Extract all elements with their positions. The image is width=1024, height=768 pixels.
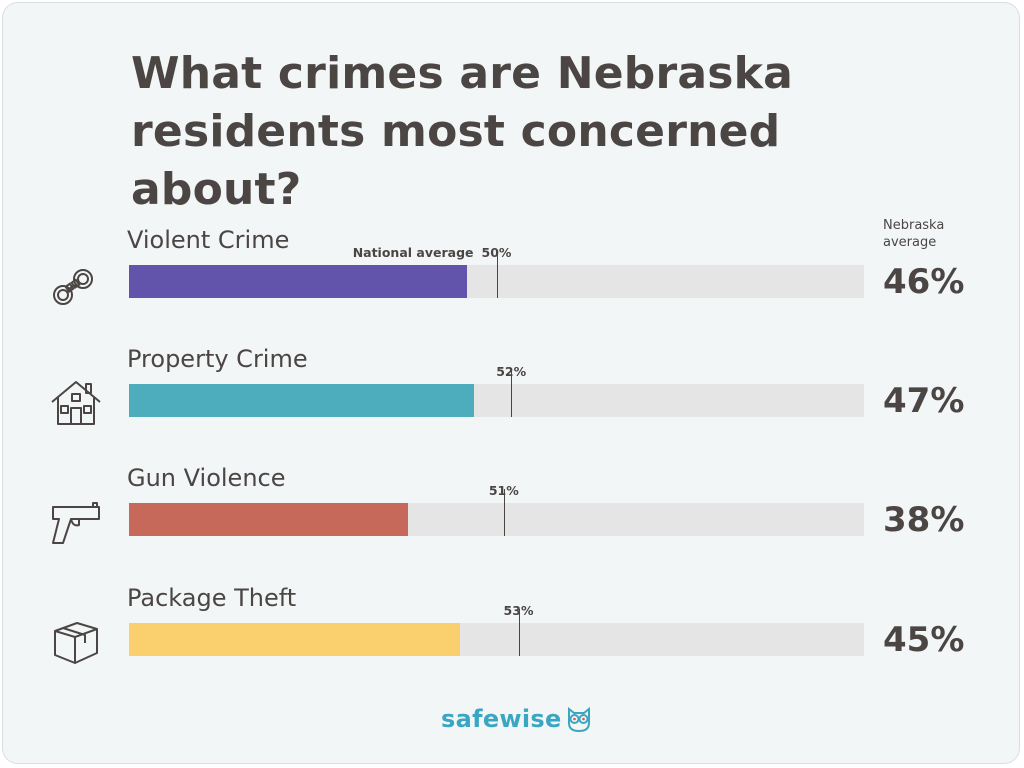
national-average-value: 51% <box>488 483 519 498</box>
category-label: Package Theft <box>127 584 297 612</box>
safewise-logo: safewise <box>441 703 593 735</box>
bar-track <box>129 384 864 417</box>
national-average-marker <box>503 489 505 536</box>
package-icon <box>54 622 98 664</box>
bar-track <box>129 623 864 656</box>
category-label: Gun Violence <box>127 464 286 492</box>
nebraska-value: 46% <box>883 262 965 302</box>
gun-icon <box>52 502 100 544</box>
bar-nebraska <box>129 265 468 298</box>
bar-row-violent-crime: Violent Crime National average 50% 46% <box>3 225 1024 325</box>
national-average-marker <box>518 609 520 656</box>
national-average-label: National average <box>352 245 474 260</box>
nebraska-average-header: Nebraska average <box>883 218 945 250</box>
national-average-value: 53% <box>503 603 534 618</box>
bar-nebraska <box>129 503 409 536</box>
category-label: Property Crime <box>127 345 308 373</box>
national-average-pct: 50% <box>481 245 512 260</box>
nebraska-value: 47% <box>883 381 965 421</box>
nebraska-value: 45% <box>883 620 965 660</box>
category-label: Violent Crime <box>127 226 290 254</box>
bar-row-package-theft: Package Theft 53% 45% <box>3 583 1024 683</box>
handcuffs-icon <box>53 269 93 305</box>
national-average-value: 52% <box>496 364 527 379</box>
house-icon <box>51 381 101 425</box>
owl-icon <box>567 706 590 733</box>
chart-title: What crimes are Nebraska residents most … <box>131 48 794 215</box>
national-average-value: National average 50% <box>353 245 512 261</box>
national-average-marker <box>511 370 513 417</box>
bar-nebraska <box>129 623 460 656</box>
bar-row-gun-violence: Gun Violence 51% 38% <box>3 463 1024 563</box>
nebraska-value: 38% <box>883 500 965 540</box>
national-average-marker <box>496 251 498 298</box>
bar-nebraska <box>129 384 475 417</box>
bar-track <box>129 503 864 536</box>
bar-row-property-crime: Property Crime 52% 47% <box>3 344 1024 444</box>
logo-text: safewise <box>441 705 562 733</box>
